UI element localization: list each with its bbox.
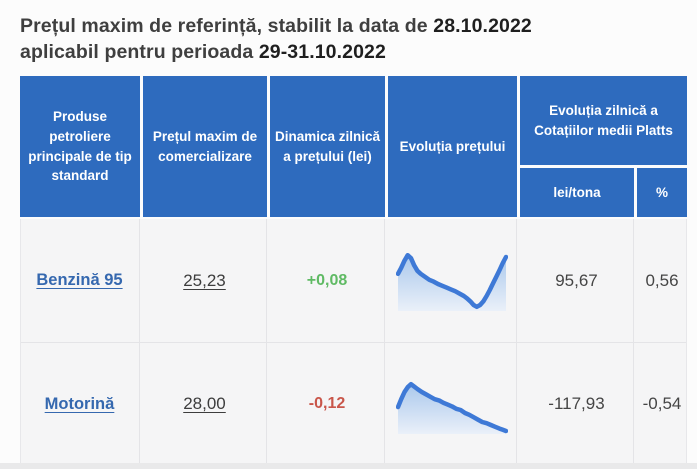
price-evolution-cell — [388, 343, 517, 465]
daily-change-value: -0,12 — [308, 395, 346, 412]
header-platts-percent: % — [637, 168, 687, 217]
price-sparkline-benzina-95 — [396, 252, 508, 311]
platts-lei-value: 95,67 — [555, 270, 598, 290]
product-cell: Benzină 95 — [20, 219, 140, 342]
header-daily-dynamics: Dinamica zilnică a prețului (lei) — [270, 76, 385, 217]
platts-pct-cell: 0,56 — [637, 219, 687, 342]
title-date-2: 29-31.10.2022 — [258, 41, 386, 63]
table-body: Benzină 95 25,23 +0,08 95,67 0,56 Motori… — [20, 219, 687, 466]
page-title: Prețul maxim de referință, stabilit la d… — [0, 0, 697, 65]
header-platts-group: Evoluția zilnică a Cotațiilor medii Plat… — [520, 76, 687, 165]
platts-lei-value: -117,93 — [548, 394, 605, 413]
table-row-motorina: Motorină 28,00 -0,12 -117,93 -0,54 — [20, 343, 687, 466]
product-link-benzina-95[interactable]: Benzină 95 — [36, 271, 123, 289]
table-row-benzina-95: Benzină 95 25,23 +0,08 95,67 0,56 — [20, 219, 687, 343]
title-date-1: 28.10.2022 — [433, 15, 532, 37]
price-evolution-cell — [388, 219, 517, 342]
platts-pct-cell: -0,54 — [637, 343, 687, 465]
max-price-cell: 25,23 — [143, 219, 267, 342]
page-title-line-2: aplicabil pentru perioada 29-31.10.2022 — [20, 39, 687, 65]
max-price-value[interactable]: 25,23 — [183, 270, 226, 290]
daily-change-cell: +0,08 — [270, 219, 385, 342]
table-right-border — [686, 219, 687, 466]
table-left-border — [20, 219, 21, 466]
daily-change-value: +0,08 — [306, 271, 348, 289]
fuel-price-table: Produse petroliere principale de tip sta… — [20, 76, 687, 466]
table-header: Produse petroliere principale de tip sta… — [20, 76, 687, 217]
header-max-price: Prețul maxim de comercializare — [143, 76, 267, 217]
max-price-cell: 28,00 — [143, 343, 267, 465]
price-sparkline-motorina — [396, 381, 508, 434]
product-link-motorina[interactable]: Motorină — [44, 394, 115, 413]
platts-lei-cell: 95,67 — [520, 219, 634, 342]
title-text-2: aplicabil pentru perioada — [20, 41, 259, 63]
platts-pct-value: 0,56 — [645, 270, 679, 290]
platts-pct-value: -0,54 — [642, 394, 682, 413]
header-price-evolution: Evoluția prețului — [388, 76, 517, 217]
page-bottom-strip — [0, 463, 697, 469]
header-products: Produse petroliere principale de tip sta… — [20, 76, 140, 217]
max-price-value[interactable]: 28,00 — [183, 394, 226, 413]
daily-change-cell: -0,12 — [270, 343, 385, 465]
product-cell: Motorină — [20, 343, 140, 465]
header-platts-lei-tona: lei/tona — [520, 168, 634, 217]
title-text-1: Prețul maxim de referință, stabilit la d… — [20, 15, 434, 37]
platts-lei-cell: -117,93 — [520, 343, 634, 465]
page-title-line-1: Prețul maxim de referință, stabilit la d… — [20, 13, 687, 39]
